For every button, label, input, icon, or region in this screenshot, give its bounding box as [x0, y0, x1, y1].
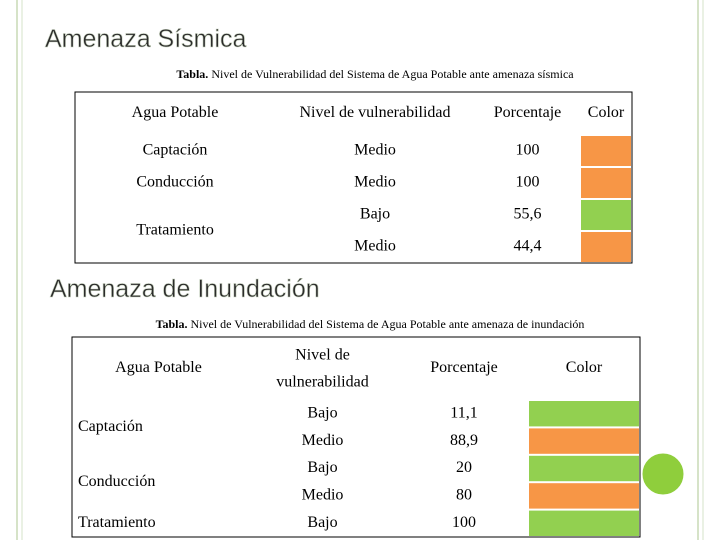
component-name: Captación	[78, 418, 143, 435]
color-cell	[581, 136, 631, 166]
component-name: Conducción	[78, 473, 155, 490]
column-header-line: Nivel de	[295, 346, 350, 363]
color-cell	[581, 200, 631, 230]
percentage: 44,4	[514, 238, 542, 255]
color-cell	[529, 510, 639, 536]
vulnerability-level: Medio	[354, 142, 396, 159]
column-header: Agua Potable	[132, 104, 219, 121]
component-name: Conducción	[136, 174, 213, 191]
caption-label: Tabla.	[156, 317, 188, 331]
percentage: 100	[516, 174, 540, 191]
percentage: 55,6	[514, 206, 542, 223]
component-name: Captación	[143, 142, 208, 159]
column-header: Porcentaje	[494, 104, 562, 121]
color-cell	[529, 455, 639, 482]
column-header: Color	[566, 359, 603, 376]
percentage: 88,9	[450, 432, 478, 449]
decor-circle	[639, 450, 687, 498]
vulnerability-level: Medio	[354, 238, 396, 255]
caption-text: Nivel de Vulnerabilidad del Sistema de A…	[190, 317, 584, 331]
column-header: Color	[588, 104, 625, 121]
section-title: Amenaza de Inundación	[50, 275, 320, 303]
percentage: 100	[516, 142, 540, 159]
percentage: 11,1	[450, 404, 477, 421]
table-border	[74, 91, 633, 264]
vulnerability-level: Medio	[302, 487, 344, 504]
vulnerability-level: Bajo	[307, 514, 337, 531]
section-title: Amenaza Sísmica	[45, 25, 247, 53]
caption-text: Nivel de Vulnerabilidad del Sistema de A…	[211, 67, 574, 81]
color-cell	[581, 232, 631, 262]
column-header-line: vulnerabilidad	[276, 373, 368, 390]
color-cell	[529, 483, 639, 509]
column-header: Nivel de vulnerabilidad	[299, 104, 450, 121]
column-header: Nivel de vulnerabilidad	[276, 346, 368, 390]
vulnerability-level: Bajo	[307, 404, 337, 421]
table-border	[71, 336, 641, 538]
color-cell	[529, 401, 639, 427]
component-name: Tratamiento	[136, 222, 214, 239]
vulnerability-level: Medio	[302, 432, 344, 449]
vulnerability-level: Bajo	[360, 206, 390, 223]
table-caption: Tabla. Nivel de Vulnerabilidad del Siste…	[176, 67, 574, 81]
percentage: 20	[456, 459, 472, 476]
table-caption: Tabla. Nivel de Vulnerabilidad del Siste…	[156, 317, 585, 331]
column-header: Agua Potable	[115, 359, 202, 376]
color-cell	[581, 168, 631, 198]
color-cell	[529, 428, 639, 454]
vulnerability-level: Bajo	[307, 459, 337, 476]
component-name: Tratamiento	[78, 514, 156, 531]
column-header: Porcentaje	[430, 359, 498, 376]
vulnerability-level: Medio	[354, 174, 396, 191]
caption-label: Tabla.	[176, 67, 208, 81]
percentage: 100	[452, 514, 476, 531]
percentage: 80	[456, 487, 472, 504]
